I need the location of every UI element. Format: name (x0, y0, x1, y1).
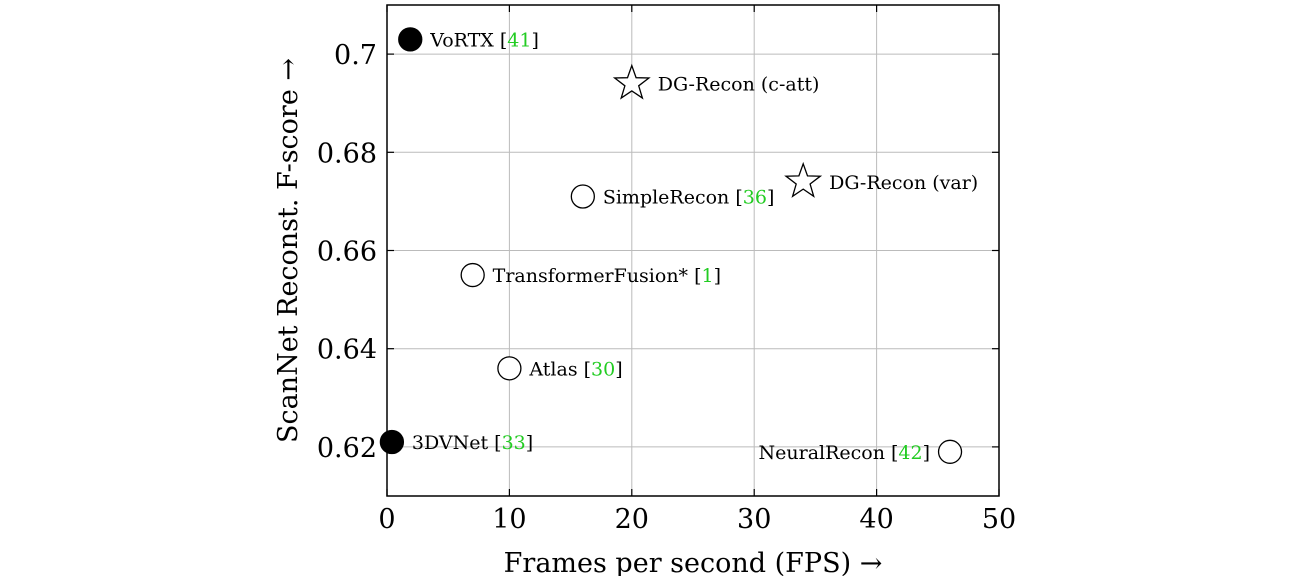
point-vortx (398, 27, 423, 52)
point-simplerecon (570, 184, 595, 209)
x-axis-ticks: 0 10 20 30 40 50 (378, 5, 1016, 535)
y-axis-ticks: 0.62 0.64 0.66 0.68 0.7 (317, 40, 999, 464)
y-tick-label: 0.68 (317, 138, 377, 169)
point-labels: VoRTX [41] DG-Recon (c-att) DG-Recon (var)… (412, 29, 978, 463)
y-tick-label: 0.64 (317, 335, 377, 366)
point-atlas (497, 356, 522, 381)
point-transformerfusion (460, 262, 485, 288)
point-3dvnet (379, 429, 405, 455)
x-axis-title: Frames per second (FPS) → (504, 548, 883, 576)
x-tick-label: 20 (615, 504, 649, 535)
point-neuralrecon (937, 439, 963, 464)
label-3dvnet: 3DVNet [33] (412, 432, 533, 454)
x-tick-label: 10 (492, 504, 526, 535)
label-neuralrecon: NeuralRecon [42] (759, 442, 931, 464)
label-dg-recon-c-att: DG-Recon (c-att) (658, 74, 820, 96)
point-dg-recon-var (784, 161, 823, 198)
label-transformerfusion: TransformerFusion* [1] (493, 265, 721, 287)
label-atlas: Atlas [30] (528, 358, 622, 380)
x-tick-label: 0 (378, 504, 395, 535)
label-dg-recon-var: DG-Recon (var) (829, 172, 978, 194)
data-points (379, 27, 963, 464)
x-tick-label: 30 (737, 504, 771, 535)
y-axis-title: ScanNet Reconst. F-score → (273, 58, 304, 443)
point-dg-recon-c-att (612, 63, 651, 100)
label-simplerecon: SimpleRecon [36] (603, 186, 775, 208)
y-tick-label: 0.62 (317, 433, 377, 464)
y-tick-label: 0.66 (317, 237, 377, 268)
x-tick-label: 50 (982, 504, 1016, 535)
y-tick-label: 0.7 (334, 40, 377, 71)
label-vortx: VoRTX [41] (429, 29, 539, 51)
x-tick-label: 40 (859, 504, 893, 535)
